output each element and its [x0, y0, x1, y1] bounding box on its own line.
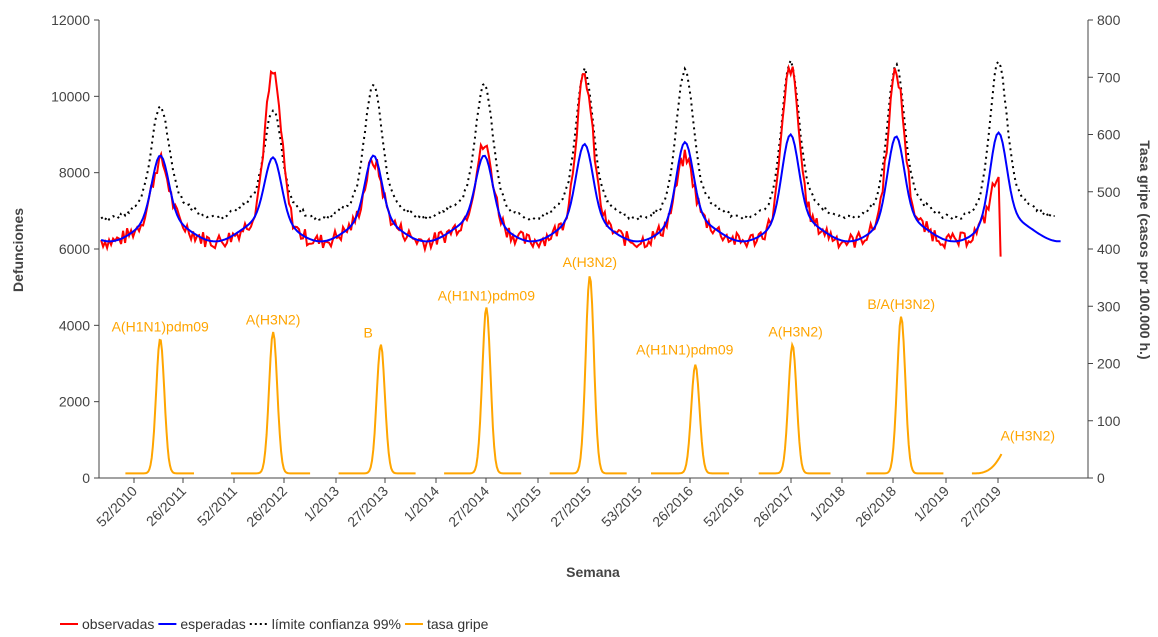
x-tick-label: 53/2015: [598, 483, 645, 530]
series-tasa-gripe-segment: [549, 276, 627, 475]
series-observadas-line: [100, 63, 1002, 257]
series-tasa-gripe-segment: [758, 341, 831, 475]
y-axis-right-title: Tasa gripe (casos por 100.000 h.): [1137, 140, 1153, 359]
x-axis-title: Semana: [566, 564, 620, 580]
flu-strain-annotation: A(H1N1)pdm09: [112, 319, 209, 335]
right-tick-label: 400: [1097, 241, 1121, 257]
x-tick-label: 1/2018: [807, 483, 849, 525]
series-tasa-gripe-segment: [651, 364, 730, 475]
flu-strain-annotation: A(H3N2): [768, 323, 822, 339]
x-tick-label: 52/2010: [93, 483, 140, 530]
x-tick-label: 26/2012: [243, 483, 290, 530]
left-tick-label: 6000: [59, 241, 90, 257]
left-tick-label: 4000: [59, 317, 90, 333]
legend: observadas esperadas límite confianza 99% t…: [60, 616, 489, 632]
x-tick-label: 27/2013: [344, 483, 391, 530]
right-y-ticks: 0 100 200 300 400 500 600 700 800: [1088, 12, 1121, 486]
series-tasa-gripe-segment: [230, 331, 311, 475]
x-ticks: 52/2010 26/2011 52/2011 26/2012 1/2013 27/201…: [93, 478, 1004, 530]
series-limite-confianza-line: [100, 57, 1055, 223]
series-tasa-gripe-segment: [866, 316, 944, 475]
right-tick-label: 300: [1097, 298, 1121, 314]
left-y-ticks: 0 2000 4000 6000 8000 10000 12000: [51, 12, 99, 486]
x-tick-label: 52/2016: [700, 483, 747, 530]
series-tasa-gripe-segment: [971, 453, 1003, 475]
x-tick-label: 27/2015: [547, 483, 594, 530]
legend-label: esperadas: [180, 616, 245, 632]
right-tick-label: 100: [1097, 413, 1121, 429]
left-tick-label: 2000: [59, 394, 90, 410]
right-tick-label: 800: [1097, 12, 1121, 28]
flu-strain-annotation: A(H3N2): [563, 254, 617, 270]
left-tick-label: 8000: [59, 165, 90, 181]
x-tick-label: 27/2019: [957, 483, 1004, 530]
series-tasa-gripe-segment: [125, 338, 194, 475]
flu-strain-annotation: A(H3N2): [1001, 428, 1055, 444]
x-tick-label: 1/2015: [503, 483, 545, 525]
right-tick-label: 600: [1097, 127, 1121, 143]
x-tick-label: 27/2014: [445, 483, 492, 530]
series-layer: [100, 57, 1061, 475]
legend-label: observadas: [82, 616, 154, 632]
y-axis-left-title: Defunciones: [10, 208, 26, 292]
left-tick-label: 10000: [51, 88, 90, 104]
right-tick-label: 700: [1097, 69, 1121, 85]
x-tick-label: 1/2013: [301, 483, 343, 525]
plot-frame: [98, 20, 1089, 479]
flu-strain-annotation: A(H1N1)pdm09: [438, 287, 535, 303]
right-tick-label: 0: [1097, 470, 1105, 486]
legend-label: límite confianza 99%: [272, 616, 401, 632]
x-tick-label: 26/2011: [143, 483, 190, 530]
right-tick-label: 200: [1097, 356, 1121, 372]
x-tick-label: 52/2011: [194, 483, 241, 530]
flu-strain-annotation: A(H1N1)pdm09: [636, 342, 733, 358]
right-tick-label: 500: [1097, 184, 1121, 200]
left-tick-label: 0: [82, 470, 90, 486]
series-esperadas-line: [100, 130, 1061, 243]
series-tasa-gripe-segment: [338, 344, 416, 475]
x-tick-label: 26/2018: [852, 483, 899, 530]
legend-label: tasa gripe: [427, 616, 489, 632]
left-tick-label: 12000: [51, 12, 90, 28]
x-tick-label: 26/2017: [750, 483, 797, 530]
flu-strain-annotation: B: [363, 324, 372, 340]
annotation-layer: A(H1N1)pdm09 A(H3N2) B A(H1N1)pdm09 A(H3N2) A…: [112, 254, 1055, 443]
x-tick-label: 1/2019: [911, 483, 953, 525]
flu-strain-annotation: A(H3N2): [246, 311, 300, 327]
x-tick-label: 26/2016: [649, 483, 696, 530]
flu-strain-annotation: B/A(H3N2): [867, 296, 935, 312]
x-tick-label: 1/2014: [401, 483, 443, 525]
series-tasa-gripe-segment: [444, 307, 522, 475]
